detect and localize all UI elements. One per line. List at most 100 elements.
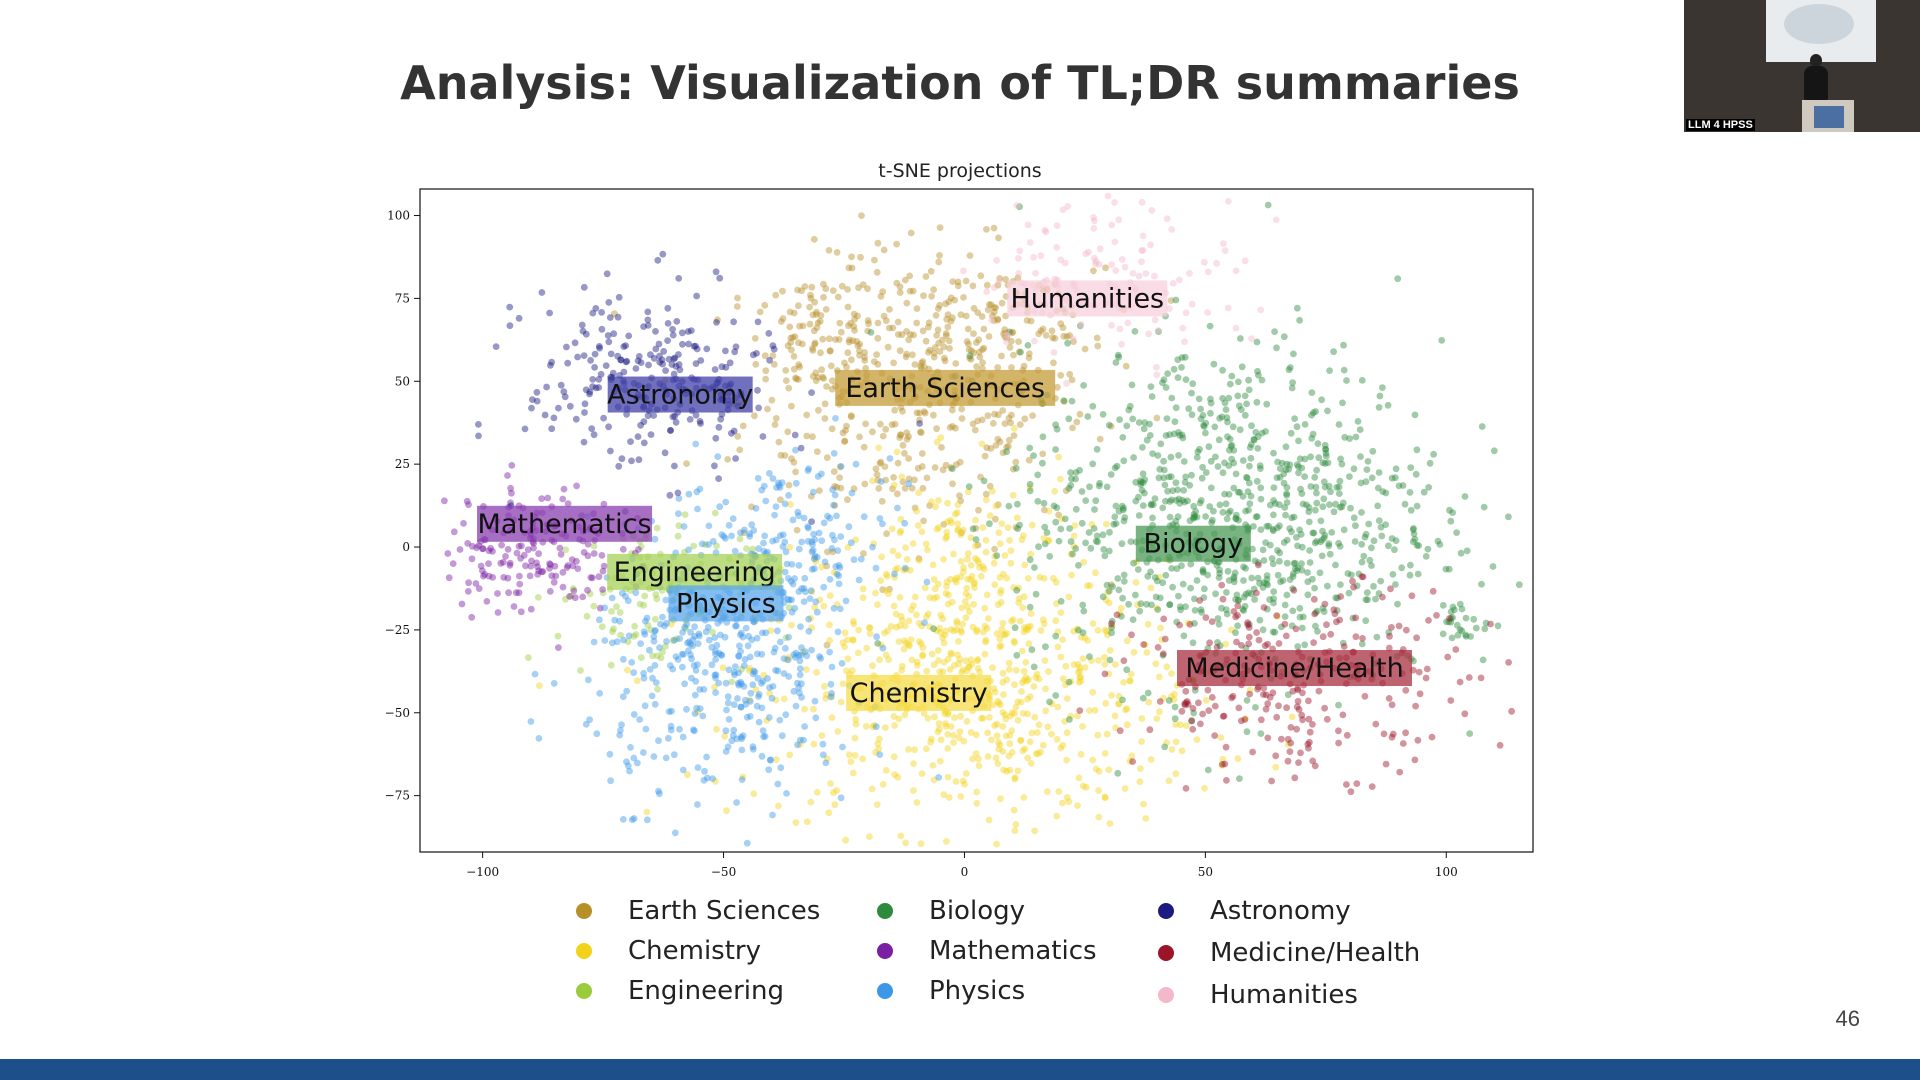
data-point bbox=[785, 384, 793, 392]
data-point bbox=[796, 665, 804, 672]
data-point bbox=[642, 617, 649, 625]
data-point bbox=[928, 735, 935, 743]
data-point bbox=[818, 470, 825, 478]
data-point bbox=[897, 612, 905, 620]
data-point bbox=[1378, 532, 1386, 540]
data-point bbox=[936, 348, 944, 355]
data-point bbox=[1020, 676, 1028, 684]
data-point bbox=[850, 323, 858, 330]
data-point bbox=[1313, 499, 1321, 507]
data-point bbox=[1240, 607, 1247, 614]
data-point bbox=[1255, 371, 1262, 379]
data-point bbox=[872, 465, 880, 473]
data-point bbox=[1155, 328, 1162, 335]
data-point bbox=[956, 655, 964, 663]
data-point bbox=[959, 620, 966, 628]
data-point bbox=[1241, 392, 1249, 400]
data-point bbox=[1163, 415, 1171, 422]
data-point bbox=[874, 239, 882, 247]
data-point bbox=[952, 510, 959, 518]
data-point bbox=[914, 522, 922, 529]
data-point bbox=[1415, 542, 1422, 549]
data-point bbox=[990, 224, 998, 232]
data-point bbox=[877, 577, 885, 584]
data-point bbox=[942, 535, 949, 542]
data-point bbox=[1002, 312, 1009, 320]
data-point bbox=[1074, 661, 1082, 668]
data-point bbox=[1190, 502, 1198, 510]
data-point bbox=[1515, 581, 1523, 589]
data-point bbox=[696, 417, 704, 425]
data-point bbox=[1128, 381, 1136, 389]
data-point bbox=[1077, 677, 1085, 685]
data-point bbox=[869, 662, 876, 670]
data-point bbox=[766, 470, 773, 477]
data-point bbox=[1274, 547, 1281, 554]
data-point bbox=[838, 660, 846, 667]
data-point bbox=[634, 357, 642, 365]
data-point bbox=[818, 537, 826, 545]
data-point bbox=[1225, 462, 1233, 469]
data-point bbox=[715, 679, 722, 687]
data-point bbox=[623, 687, 631, 695]
data-point bbox=[625, 332, 633, 340]
data-point bbox=[700, 776, 708, 784]
data-point bbox=[616, 617, 623, 625]
data-point bbox=[754, 474, 762, 482]
data-point bbox=[712, 671, 720, 678]
data-point bbox=[1362, 617, 1370, 625]
data-point bbox=[1009, 328, 1017, 336]
data-point bbox=[1001, 631, 1009, 639]
data-point bbox=[814, 374, 822, 381]
data-point bbox=[659, 250, 667, 258]
data-point bbox=[788, 402, 795, 410]
data-point bbox=[1178, 364, 1185, 371]
data-point bbox=[1273, 612, 1281, 619]
data-point bbox=[1375, 517, 1383, 524]
data-point bbox=[796, 363, 803, 371]
data-point bbox=[1138, 198, 1146, 206]
data-point bbox=[910, 787, 917, 794]
data-point bbox=[963, 667, 971, 675]
data-point bbox=[1145, 698, 1153, 706]
data-point bbox=[1190, 514, 1197, 522]
data-point bbox=[850, 310, 858, 318]
y-tick-label: 50 bbox=[395, 374, 410, 388]
data-point bbox=[905, 746, 912, 753]
data-point bbox=[1017, 737, 1024, 744]
data-point bbox=[957, 573, 965, 581]
data-point bbox=[1284, 735, 1292, 743]
data-point bbox=[637, 359, 645, 366]
data-point bbox=[1013, 651, 1021, 659]
data-point bbox=[564, 359, 572, 367]
data-point bbox=[1317, 538, 1324, 546]
data-point bbox=[973, 628, 980, 636]
data-point bbox=[1212, 590, 1219, 598]
cluster-label-bg bbox=[846, 674, 992, 711]
data-point bbox=[665, 708, 673, 715]
data-point bbox=[722, 347, 729, 355]
data-point bbox=[834, 547, 842, 554]
data-point bbox=[888, 421, 896, 429]
data-point bbox=[984, 306, 992, 314]
data-point bbox=[726, 359, 734, 367]
data-point bbox=[936, 757, 944, 765]
data-point bbox=[896, 283, 904, 291]
legend-dot bbox=[1158, 945, 1174, 961]
cluster-label-bg bbox=[1135, 525, 1251, 562]
data-point bbox=[487, 544, 494, 552]
data-point bbox=[620, 655, 627, 663]
data-point bbox=[1011, 710, 1019, 717]
data-point bbox=[1107, 471, 1115, 478]
data-point bbox=[1120, 504, 1127, 512]
data-point bbox=[692, 667, 700, 674]
data-point bbox=[1123, 422, 1131, 430]
data-point bbox=[670, 637, 678, 644]
data-point bbox=[1343, 781, 1350, 788]
data-point bbox=[681, 680, 688, 688]
speaker-video[interactable]: LLM 4 HPSS bbox=[1684, 0, 1920, 132]
data-point bbox=[1165, 777, 1173, 785]
data-point bbox=[669, 413, 677, 421]
data-point bbox=[1101, 654, 1108, 661]
data-point bbox=[825, 809, 833, 817]
